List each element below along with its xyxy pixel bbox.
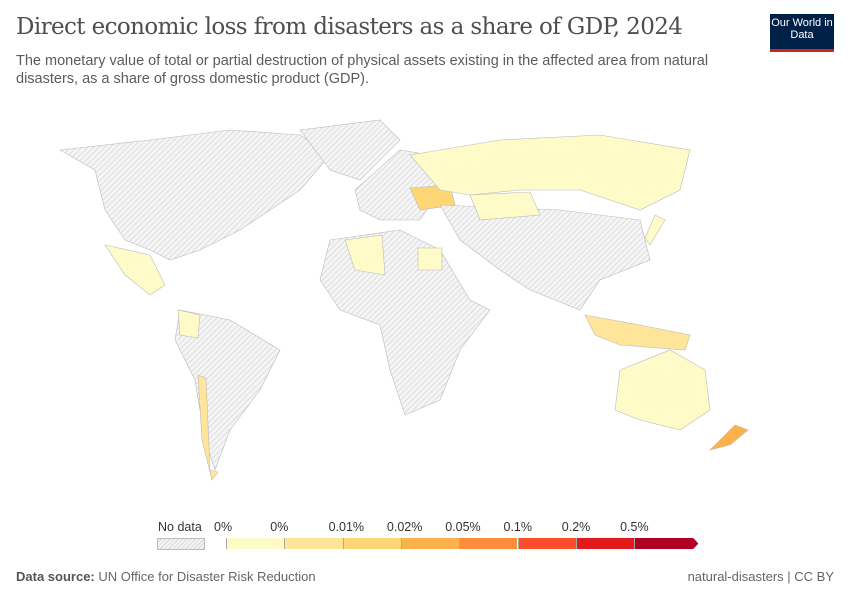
legend-bin[interactable] [575,538,635,549]
egypt[interactable] [417,247,443,271]
south-america[interactable] [174,309,281,471]
chile[interactable] [197,374,219,481]
legend-tick-label: 0.01% [328,520,365,534]
legend-bin[interactable] [400,538,460,549]
new-zealand[interactable] [709,424,749,451]
mexico[interactable] [104,244,166,296]
indonesia[interactable] [584,314,691,351]
legend-bin[interactable] [634,538,699,549]
legend-no-data-swatch[interactable] [157,538,205,550]
data-source: Data source: UN Office for Disaster Risk… [16,569,316,584]
legend-tick-label: 0.1% [503,520,533,534]
north-america[interactable] [59,129,331,261]
russia[interactable] [409,134,691,211]
owid-logo[interactable]: Our World in Data [770,14,834,52]
data-source-link[interactable]: UN Office for Disaster Risk Reduction [98,569,316,584]
world-map [59,119,749,481]
legend-tick-label: 0.2% [561,520,591,534]
legend-no-data-label: No data [158,520,202,534]
legend-bin[interactable] [517,538,576,549]
chart-subtitle: The monetary value of total or partial d… [16,53,709,87]
colombia[interactable] [177,309,201,339]
footer-license[interactable]: natural-disasters | CC BY [687,569,834,584]
australia[interactable] [614,349,711,431]
legend-bin[interactable] [284,538,343,549]
africa[interactable] [319,229,491,416]
legend-tick-label: 0.05% [445,520,481,534]
legend-bin[interactable] [459,538,518,549]
legend-tick-label: 0.02% [386,520,423,534]
greenland[interactable] [299,119,401,181]
legend-tick-label: 0% [270,520,289,534]
legend-bin[interactable] [342,538,401,549]
japan[interactable] [644,214,666,246]
chart-title: Direct economic loss from disasters as a… [16,14,683,40]
algeria[interactable] [344,234,386,276]
legend-tick-label: 0.5% [620,520,649,534]
asia[interactable] [439,204,651,311]
kazakhstan[interactable] [469,191,541,221]
legend-bin[interactable] [226,538,285,549]
legend-tick-label: 0% [214,520,233,534]
